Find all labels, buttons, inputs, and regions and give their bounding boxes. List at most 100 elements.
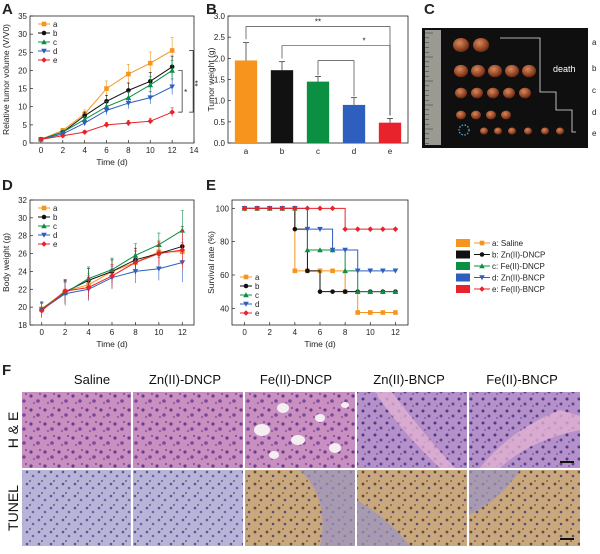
legend-marker [243, 301, 249, 307]
data-point [367, 226, 374, 232]
significance-label: * [362, 37, 365, 46]
legend-entry: a [53, 20, 58, 29]
data-point [169, 109, 175, 115]
survival-chart: 0 2 4 6 8 10 12 40 60 80 100 Time (d) Survival rate … [206, 199, 409, 349]
series-line-a [244, 207, 396, 313]
legend-entry: c [53, 222, 57, 231]
bar-d [342, 104, 366, 143]
legend-swatch-d [456, 273, 470, 282]
data-point [393, 310, 398, 315]
data-point [266, 205, 273, 212]
data-point [292, 226, 298, 232]
data-point [292, 268, 298, 274]
category-label: d [352, 147, 356, 156]
panel-letter-a: A [2, 1, 13, 18]
data-point [279, 205, 286, 212]
x-tick-label: 4 [86, 328, 91, 337]
tunel-image-fe-bncp [469, 470, 580, 546]
column-title-zn-bncp: Zn(II)-BNCP [373, 372, 445, 387]
tumor [541, 127, 549, 135]
x-tick-label: 2 [63, 328, 68, 337]
he-image-saline [22, 392, 131, 468]
data-point [342, 289, 348, 294]
data-point [342, 226, 348, 232]
data-point [156, 266, 162, 272]
y-tick-label: 22 [18, 285, 27, 294]
tumor [471, 64, 485, 78]
y-tick-label: 1.0 [214, 97, 226, 106]
y-axis-label: Relative tumor volume (V/V0) [1, 24, 11, 135]
y-tick-label: 0.5 [214, 118, 226, 127]
data-point [392, 226, 399, 232]
data-point [147, 95, 154, 101]
data-point [342, 247, 348, 253]
x-tick-label: 12 [391, 328, 400, 337]
bar-c [306, 81, 330, 143]
legend-marker [243, 310, 249, 316]
data-point [60, 132, 66, 139]
legend-marker [41, 223, 47, 229]
tumor [524, 127, 532, 135]
x-tick-label: 12 [168, 146, 177, 155]
y-tick-label: 1.5 [214, 76, 226, 85]
legend-marker [41, 232, 47, 238]
legend-entry: b [53, 213, 58, 222]
row-title-he: H & E [5, 412, 21, 449]
y-tick-label: 30 [18, 30, 27, 39]
tumor [505, 64, 519, 78]
legend-marker [243, 292, 249, 298]
data-point [147, 60, 153, 66]
he-image-fe-bncp [469, 392, 580, 468]
tumor [471, 110, 481, 120]
tumor [480, 127, 488, 135]
tumor-photo: death a b c d e [422, 28, 597, 148]
tumor [556, 127, 564, 135]
data-point [109, 273, 115, 279]
legend-entry: e [53, 56, 58, 65]
x-tick-label: 6 [110, 328, 115, 337]
data-point [125, 120, 132, 126]
legend-swatch-b [456, 250, 470, 259]
photo-row-label: d [592, 108, 596, 117]
tunel-image-saline [22, 470, 131, 546]
legend-entry: d [53, 47, 57, 56]
shared-legend-entry: e: Fe(II)-BNCP [492, 285, 545, 294]
data-point [304, 205, 311, 212]
bar-a [234, 60, 258, 144]
data-point [367, 268, 374, 274]
data-point [354, 226, 361, 232]
photo-row-label: a [592, 38, 597, 47]
he-image-zn-bncp [357, 392, 467, 468]
shared-legend-entry: d: Zn(II)-BNCP [492, 274, 545, 283]
data-point [317, 205, 323, 212]
significance-label: ** [190, 80, 199, 86]
data-point [392, 268, 399, 274]
y-tick-label: 20 [18, 303, 27, 312]
y-tick-label: 30 [18, 214, 27, 223]
row-title-tunel: TUNEL [5, 485, 21, 531]
column-title-fe-bncp: Fe(II)-BNCP [486, 372, 558, 387]
legend-marker [243, 283, 249, 289]
data-point [292, 205, 298, 212]
legend-marker [41, 30, 47, 36]
data-point [82, 113, 87, 119]
x-axis-label: Time (d) [96, 339, 127, 349]
y-tick-label: 35 [18, 12, 27, 21]
data-point [147, 118, 154, 125]
legend-entry: b [255, 282, 260, 291]
data-point [305, 268, 310, 274]
ruler [425, 30, 441, 145]
x-tick-label: 2 [61, 146, 66, 155]
data-point [317, 289, 323, 294]
shared-legend-entry: c: Fe(II)-DNCP [492, 262, 545, 271]
data-point [330, 268, 335, 274]
data-point [169, 67, 175, 73]
data-point [241, 205, 248, 212]
category-label: a [244, 147, 249, 156]
data-point [38, 307, 45, 314]
legend-swatch-a [456, 239, 470, 247]
ruler-ticks [425, 32, 433, 144]
tunel-image-zn-bncp [357, 470, 467, 546]
data-point [380, 310, 386, 315]
